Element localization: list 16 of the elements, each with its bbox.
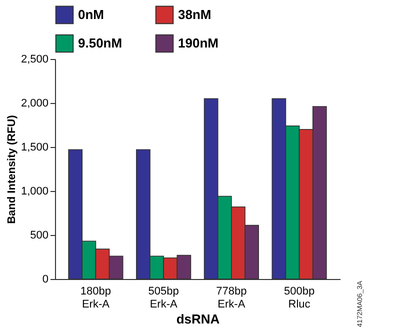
y-tick-label: 2,500 [20,54,48,66]
x-tick-label: 778bp Erk-A [216,286,247,310]
x-axis-title: dsRNA [176,312,220,326]
y-tick-label: 1,000 [20,186,48,198]
y-tick-label: 1,500 [20,142,48,154]
x-tick-label: 180bp Erk-A [80,286,112,310]
x-tick-label: 500bp Rluc [284,286,315,310]
y-tick-label: 500 [30,230,48,242]
legend-label: 38nM [178,6,212,22]
legend-label: 0nM [78,6,104,22]
x-tick-label: 505bp Erk-A [148,286,179,310]
y-axis-title: Band Intensity (RFU) [6,114,18,224]
y-tick-label: 0 [42,274,48,286]
legend-label: 9.50nM [78,36,122,50]
legend-label: 190nM [178,36,218,50]
y-tick-label: 2,000 [20,98,48,110]
